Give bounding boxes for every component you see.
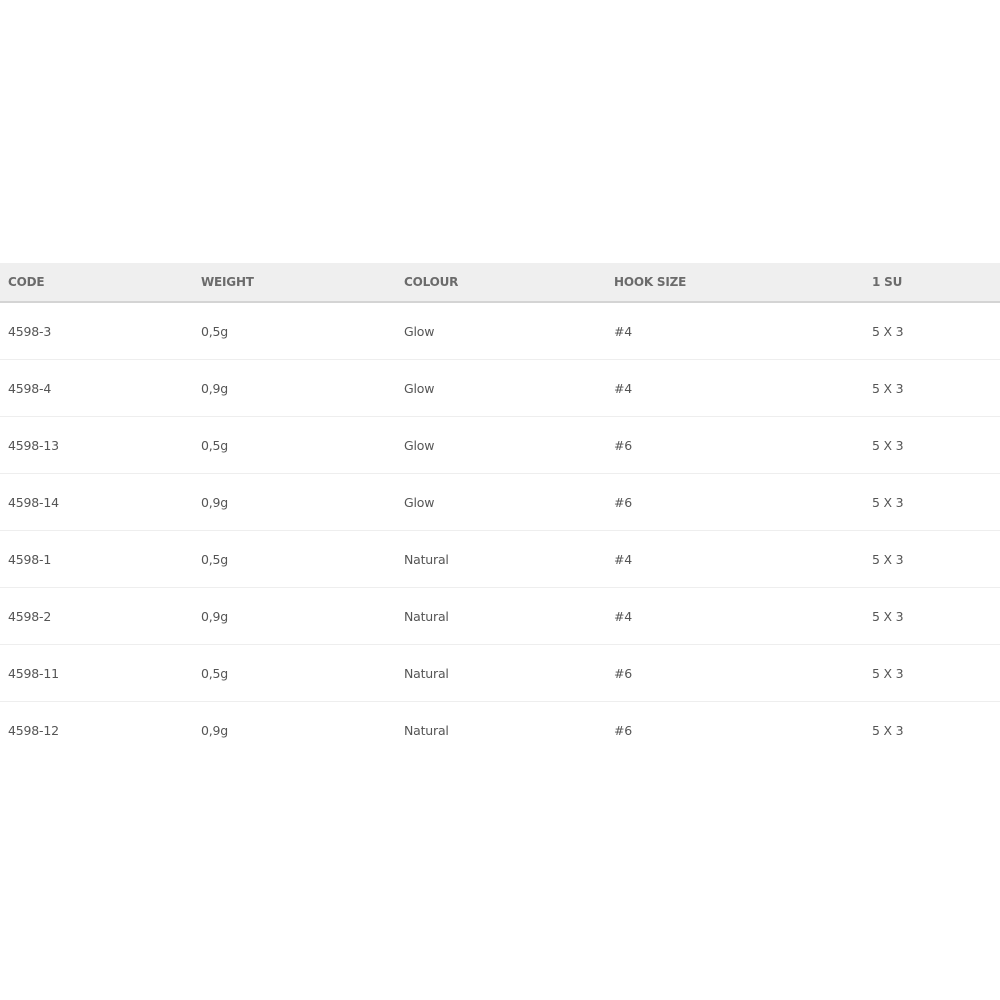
table-row: 4598-11 0,5g Natural #6 5 X 3: [0, 644, 1000, 702]
cell-code: 4598-11: [0, 644, 193, 702]
table-row: 4598-12 0,9g Natural #6 5 X 3: [0, 702, 1000, 759]
cell-hook-size: #6: [606, 644, 864, 702]
column-header-hook-size: HOOK SIZE: [606, 263, 864, 303]
cell-hook-size: #4: [606, 359, 864, 417]
table-row: 4598-13 0,5g Glow #6 5 X 3: [0, 416, 1000, 474]
cell-weight: 0,9g: [193, 359, 396, 417]
cell-su: 5 X 3: [864, 587, 1000, 645]
table-body: 4598-3 0,5g Glow #4 5 X 3 4598-4 0,9g Glow #4 5 X…: [0, 302, 1000, 758]
table-row: 4598-2 0,9g Natural #4 5 X 3: [0, 587, 1000, 645]
cell-su: 5 X 3: [872, 722, 904, 738]
cell-code: 4598-4: [0, 359, 193, 417]
cell-hook-size: #6: [606, 473, 864, 531]
cell-hook-size: #6: [606, 416, 864, 474]
cell-colour: Glow: [396, 473, 606, 531]
cell-su: 5 X 3: [864, 473, 1000, 531]
cell-hook-size: #4: [606, 302, 864, 360]
table-header: CODE WEIGHT COLOUR HOOK SIZE 1 SU: [0, 263, 1000, 303]
cell-colour: Glow: [396, 302, 606, 360]
product-spec-table: CODE WEIGHT COLOUR HOOK SIZE 1 SU 4598-3 0,5g…: [0, 263, 1000, 758]
cell-su: 5 X 3: [864, 302, 1000, 360]
cell-weight: 0,5g: [193, 644, 396, 702]
column-header-weight: WEIGHT: [193, 263, 396, 303]
cell-su: 5 X 3: [864, 416, 1000, 474]
column-header-su: 1 SU: [864, 263, 1000, 303]
cell-weight: 0,9g: [193, 587, 396, 645]
cell-su: 5 X 3: [864, 644, 1000, 702]
cell-colour: Natural: [396, 587, 606, 645]
table-row: 4598-1 0,5g Natural #4 5 X 3: [0, 530, 1000, 588]
cell-weight: 0,9g: [193, 473, 396, 531]
cell-weight: 0,9g: [201, 722, 229, 738]
cell-code: 4598-2: [0, 587, 193, 645]
cell-code: 4598-14: [0, 473, 193, 531]
cell-weight: 0,5g: [193, 530, 396, 588]
cell-hook-size: #4: [606, 530, 864, 588]
cell-code: 4598-1: [0, 530, 193, 588]
table-row: 4598-14 0,9g Glow #6 5 X 3: [0, 473, 1000, 531]
table-row: 4598-3 0,5g Glow #4 5 X 3: [0, 302, 1000, 360]
cell-code: 4598-13: [0, 416, 193, 474]
column-header-colour: COLOUR: [396, 263, 606, 303]
column-header-code: CODE: [0, 263, 193, 303]
cell-colour: Glow: [396, 359, 606, 417]
cell-code: 4598-3: [0, 302, 193, 360]
cell-colour: Glow: [396, 416, 606, 474]
cell-colour: Natural: [404, 722, 449, 738]
cell-su: 5 X 3: [864, 359, 1000, 417]
cell-colour: Natural: [396, 644, 606, 702]
cell-code: 4598-12: [8, 722, 59, 738]
table-row: 4598-4 0,9g Glow #4 5 X 3: [0, 359, 1000, 417]
cell-colour: Natural: [396, 530, 606, 588]
cell-weight: 0,5g: [193, 302, 396, 360]
cell-hook-size: #6: [614, 722, 633, 738]
header-row: CODE WEIGHT COLOUR HOOK SIZE 1 SU: [0, 263, 1000, 303]
cell-hook-size: #4: [606, 587, 864, 645]
cell-weight: 0,5g: [193, 416, 396, 474]
cell-su: 5 X 3: [864, 530, 1000, 588]
